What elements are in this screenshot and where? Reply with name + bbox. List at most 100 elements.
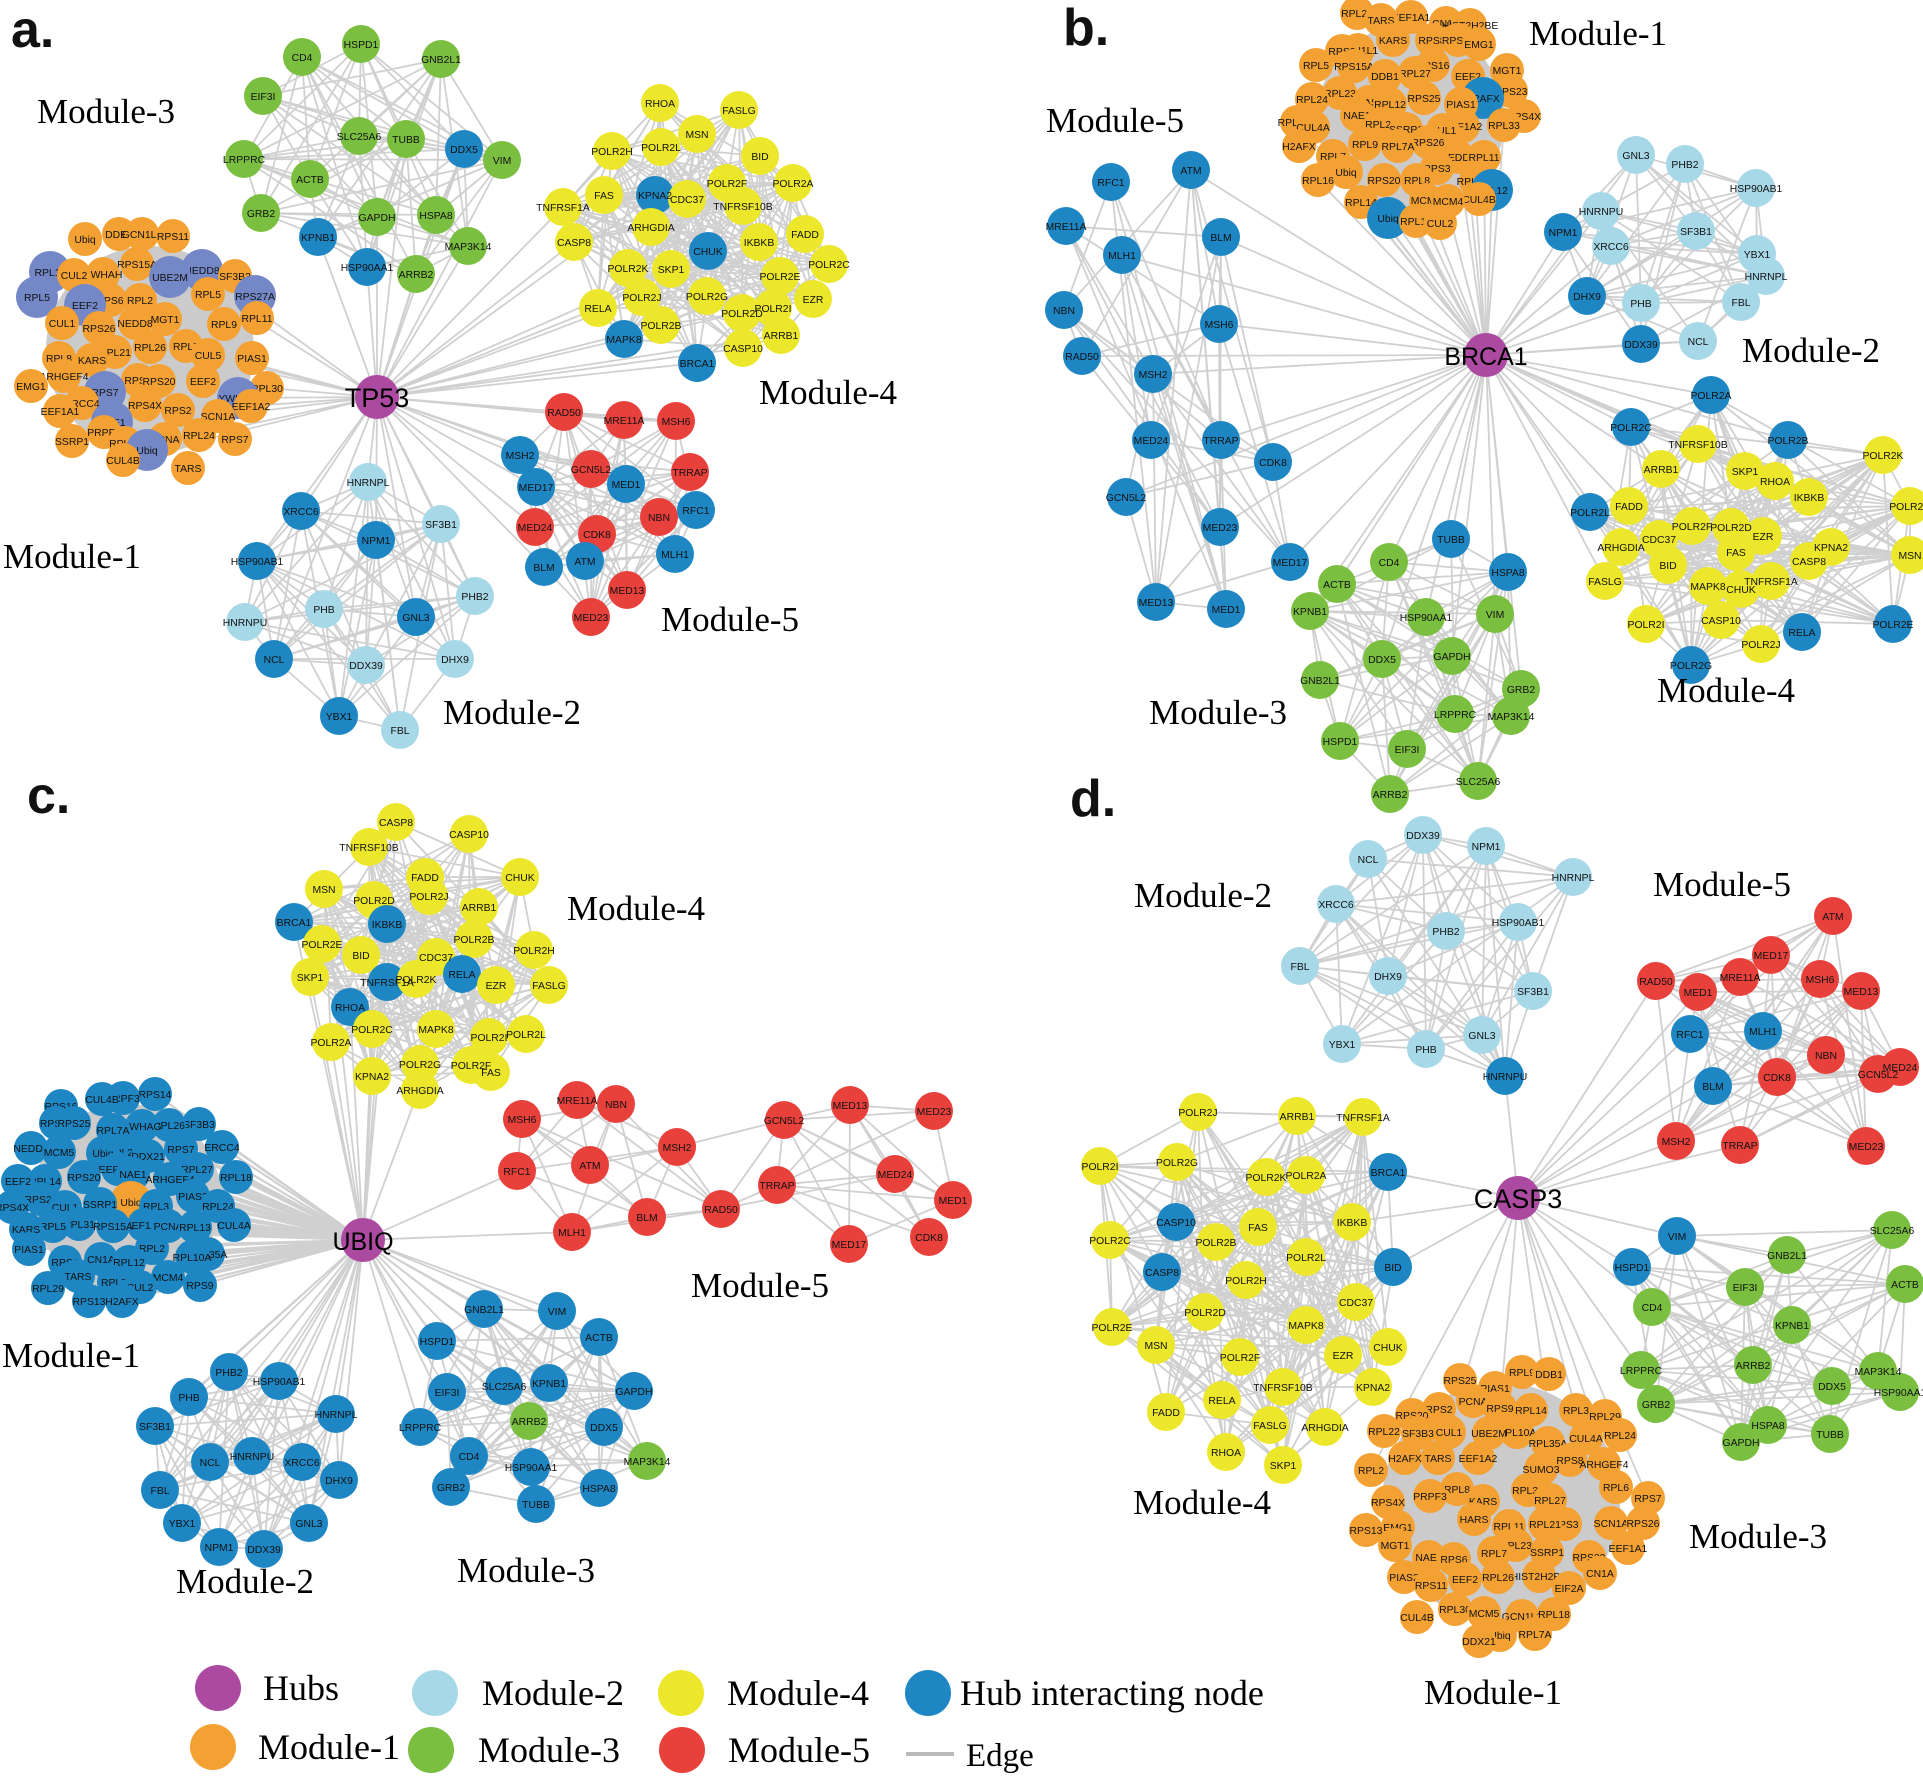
svg-text:NPM1: NPM1 bbox=[362, 536, 391, 547]
svg-text:PCNA: PCNA bbox=[154, 1222, 183, 1233]
svg-text:SF3B3: SF3B3 bbox=[219, 272, 251, 283]
svg-text:BID: BID bbox=[352, 951, 369, 962]
svg-text:RPL24: RPL24 bbox=[202, 1202, 234, 1213]
svg-text:VIM: VIM bbox=[493, 156, 511, 167]
svg-text:RPL27: RPL27 bbox=[1399, 69, 1431, 80]
svg-text:RPL16: RPL16 bbox=[1302, 176, 1334, 187]
svg-text:ACTB: ACTB bbox=[296, 175, 324, 186]
svg-text:RPS23: RPS23 bbox=[1495, 87, 1528, 98]
svg-text:Module-1: Module-1 bbox=[2, 1336, 140, 1375]
svg-text:CDK8: CDK8 bbox=[1763, 1073, 1791, 1084]
svg-text:PIAS1: PIAS1 bbox=[1480, 1384, 1510, 1395]
svg-text:SF3B1: SF3B1 bbox=[1517, 987, 1549, 998]
svg-text:CUL4A: CUL4A bbox=[1569, 1434, 1603, 1445]
svg-text:SF3B3: SF3B3 bbox=[1402, 1429, 1434, 1440]
svg-text:CHUK: CHUK bbox=[1726, 585, 1756, 596]
svg-text:RPL3: RPL3 bbox=[143, 1202, 169, 1213]
svg-text:ARRB2: ARRB2 bbox=[1373, 790, 1408, 801]
svg-text:TNFRSF10B: TNFRSF10B bbox=[339, 843, 399, 854]
svg-text:CDC37: CDC37 bbox=[1642, 535, 1676, 546]
svg-text:POLR2B: POLR2B bbox=[640, 321, 681, 332]
svg-text:SLC25A6: SLC25A6 bbox=[1456, 777, 1501, 788]
svg-text:RPS9: RPS9 bbox=[1486, 1404, 1513, 1415]
svg-text:RPS15A: RPS15A bbox=[1334, 62, 1374, 73]
svg-text:HIST2H2BE: HIST2H2BE bbox=[1511, 1572, 1568, 1583]
svg-text:FADD: FADD bbox=[1615, 502, 1643, 513]
svg-text:RAD50: RAD50 bbox=[1639, 977, 1673, 988]
svg-text:GAPDH: GAPDH bbox=[616, 1387, 653, 1398]
svg-text:FASLG: FASLG bbox=[532, 981, 566, 992]
svg-text:DHX9: DHX9 bbox=[1374, 972, 1402, 983]
svg-text:BLM: BLM bbox=[533, 563, 554, 574]
svg-text:PRPF3: PRPF3 bbox=[1413, 1492, 1447, 1503]
svg-text:MED1: MED1 bbox=[612, 480, 641, 491]
svg-text:RPL18: RPL18 bbox=[1400, 217, 1432, 228]
svg-text:RPL11: RPL11 bbox=[1469, 153, 1500, 164]
svg-text:PCNA: PCNA bbox=[1459, 1397, 1488, 1408]
svg-text:Hubs: Hubs bbox=[263, 1668, 339, 1708]
svg-text:TNFRSF10B: TNFRSF10B bbox=[713, 202, 773, 213]
svg-text:RPS2: RPS2 bbox=[1328, 47, 1355, 58]
svg-text:Module-3: Module-3 bbox=[1149, 693, 1287, 732]
svg-text:Module-5: Module-5 bbox=[691, 1266, 829, 1305]
svg-text:Ubiq: Ubiq bbox=[136, 446, 158, 457]
svg-text:RPL22: RPL22 bbox=[1368, 1427, 1400, 1438]
svg-text:RHOA: RHOA bbox=[645, 99, 675, 110]
svg-text:EMG1: EMG1 bbox=[1464, 40, 1494, 51]
svg-text:RPL21: RPL21 bbox=[99, 348, 131, 359]
svg-text:XRCC6: XRCC6 bbox=[1593, 242, 1628, 253]
svg-text:SSRP1: SSRP1 bbox=[83, 1200, 117, 1211]
svg-text:POLR2A: POLR2A bbox=[310, 1038, 351, 1049]
svg-text:FBL: FBL bbox=[1290, 962, 1309, 973]
svg-text:GRB2: GRB2 bbox=[1642, 1400, 1671, 1411]
svg-text:POLR2F: POLR2F bbox=[1672, 522, 1712, 533]
svg-text:RPL31: RPL31 bbox=[63, 1220, 95, 1231]
svg-text:ATM: ATM bbox=[1180, 166, 1201, 177]
svg-text:CN1A: CN1A bbox=[87, 1255, 115, 1266]
svg-text:CUL4B: CUL4B bbox=[1462, 195, 1496, 206]
svg-text:RPL33: RPL33 bbox=[1512, 1486, 1544, 1497]
svg-text:MSH2: MSH2 bbox=[663, 1143, 692, 1154]
svg-text:b.: b. bbox=[1063, 0, 1109, 57]
svg-text:RPL8: RPL8 bbox=[1444, 1485, 1470, 1496]
svg-text:HNRNPL: HNRNPL bbox=[1745, 272, 1788, 283]
svg-text:MED1: MED1 bbox=[1212, 605, 1241, 616]
svg-text:DDX21: DDX21 bbox=[131, 1152, 165, 1163]
svg-text:RPL6: RPL6 bbox=[1603, 1483, 1629, 1494]
svg-text:Module-1: Module-1 bbox=[3, 537, 141, 576]
svg-text:POLR2K: POLR2K bbox=[1862, 451, 1903, 462]
svg-text:YBX1: YBX1 bbox=[1744, 250, 1771, 261]
svg-text:H2AFX: H2AFX bbox=[1282, 142, 1316, 153]
svg-text:RPL24: RPL24 bbox=[1604, 1431, 1636, 1442]
svg-text:RPL2: RPL2 bbox=[127, 296, 153, 307]
svg-text:CASP10: CASP10 bbox=[723, 344, 763, 355]
svg-text:RPL23: RPL23 bbox=[1500, 1541, 1532, 1552]
svg-text:Module-3: Module-3 bbox=[1689, 1517, 1827, 1556]
svg-text:EIF3I: EIF3I bbox=[435, 1388, 460, 1399]
svg-text:HSP90AB1: HSP90AB1 bbox=[1730, 184, 1783, 195]
svg-text:DDX39: DDX39 bbox=[247, 1545, 281, 1556]
svg-text:MED13: MED13 bbox=[1139, 598, 1174, 609]
svg-text:CN1A: CN1A bbox=[1432, 19, 1460, 30]
svg-text:HIST2H2BE: HIST2H2BE bbox=[1442, 21, 1499, 32]
svg-text:RPS7: RPS7 bbox=[91, 388, 118, 399]
svg-text:RPL30: RPL30 bbox=[251, 384, 283, 395]
svg-text:RPS26: RPS26 bbox=[1412, 138, 1445, 149]
svg-text:NEDD8: NEDD8 bbox=[13, 1144, 48, 1155]
svg-text:RPL23: RPL23 bbox=[1324, 89, 1356, 100]
svg-text:HNRNPL: HNRNPL bbox=[1552, 873, 1595, 884]
svg-text:POLR2D: POLR2D bbox=[721, 309, 763, 320]
svg-text:MLH1: MLH1 bbox=[661, 550, 689, 561]
svg-text:RPL24: RPL24 bbox=[1296, 95, 1328, 106]
svg-text:RPL18: RPL18 bbox=[220, 1173, 252, 1184]
svg-text:NPM1: NPM1 bbox=[1472, 842, 1501, 853]
svg-text:GRB2: GRB2 bbox=[437, 1483, 466, 1494]
svg-text:MED13: MED13 bbox=[1844, 987, 1879, 998]
svg-text:Ubiq: Ubiq bbox=[1377, 214, 1399, 225]
svg-text:RPS16: RPS16 bbox=[1417, 61, 1450, 72]
svg-text:PHB: PHB bbox=[313, 605, 334, 616]
svg-text:KARS: KARS bbox=[1469, 1497, 1497, 1508]
svg-text:GCN5L2: GCN5L2 bbox=[1106, 493, 1147, 504]
svg-text:DDX39: DDX39 bbox=[1624, 340, 1658, 351]
svg-text:RPL26: RPL26 bbox=[153, 1121, 185, 1132]
